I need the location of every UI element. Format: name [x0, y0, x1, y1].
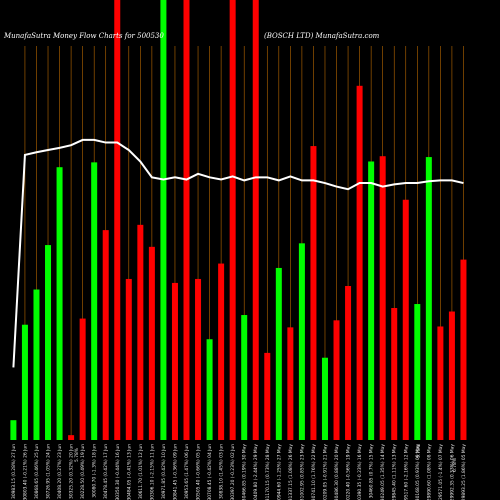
bar	[425, 157, 432, 440]
x-tick-label: 30741.10 (1.76%) 22 May	[311, 444, 317, 500]
x-tick-label: 31337.15 (1.08%) 26 May	[288, 444, 294, 500]
bar	[10, 420, 17, 440]
x-tick-label: 30484.05 (-0.41%) 13 Jun	[126, 444, 132, 500]
bar	[68, 435, 75, 440]
bar	[33, 289, 40, 440]
x-tick-label: 30325.20 (0.32%) 20 Jun	[69, 444, 75, 499]
x-tick-label: 30080.70 (-1.3%) 18 Jun	[92, 444, 98, 498]
bar	[275, 267, 282, 440]
x-tick-label: 31002.95 (0.85%) 23 May	[299, 444, 305, 500]
bar	[79, 318, 86, 440]
bar	[218, 263, 225, 440]
bar	[114, 0, 121, 440]
pct-label: 5.78%	[74, 448, 80, 462]
x-tick-label: 30228.50 (0.49%) 19 Jun	[80, 444, 86, 499]
x-tick-label: 30953.65 (1.47%) 06 Jun	[184, 444, 190, 499]
bar	[252, 0, 259, 440]
x-tick-label: 30868.65 (0.46%) 25 Jun	[34, 444, 40, 499]
x-tick-label: 30838.10 (1.45%) 03 Jun	[219, 444, 225, 499]
x-tick-label: 30209.05 (-0.91%) 21 May	[322, 444, 328, 500]
bar	[91, 162, 98, 441]
bar	[241, 315, 248, 440]
price-line	[12, 138, 464, 368]
x-tick-label: 29992.35 (0.33%) 06 May	[449, 444, 455, 500]
x-tick-label: 29890.60 (1.08%) 08 May	[426, 444, 432, 500]
bar	[345, 286, 352, 440]
bar	[102, 230, 109, 440]
bar	[56, 167, 63, 440]
bar	[21, 324, 28, 440]
x-tick-label: 29893.25 (1.86%) 05 May	[461, 444, 467, 500]
x-tick-label: 30408.20 (0.27%) 23 Jun	[57, 444, 63, 499]
pct-label: 5.78%	[416, 444, 422, 458]
pct-label: 6.78%	[452, 458, 458, 472]
bar	[448, 311, 455, 440]
bar	[298, 243, 305, 440]
x-tick-label: 30478.45 (0.42%) 17 Jun	[103, 444, 109, 499]
bar	[45, 245, 52, 440]
bar	[148, 246, 155, 440]
bar-series	[10, 0, 467, 441]
x-tick-label: 30971.85 (0.42%) 10 Jun	[161, 444, 167, 499]
x-tick-label: 30350.30 (-0.44%) 16 Jun	[115, 444, 121, 500]
bar	[310, 146, 317, 440]
bar	[402, 199, 409, 440]
x-tick-label: 30220.40 (-0.56%) 19 May	[346, 444, 352, 500]
bar	[229, 0, 236, 440]
bar	[379, 156, 386, 440]
bar	[195, 278, 202, 440]
x-tick-label: 30726.95 (1.05%) 24 Jun	[46, 444, 52, 499]
chart-title-mid: (BOSCH LTD) MunafaSutra.com	[264, 32, 380, 40]
x-tick-label: 31170.15 (0.73%) 28 May	[265, 444, 271, 500]
x-tick-label: 30460.85 (0.7%) 15 May	[369, 444, 375, 499]
bar	[356, 85, 363, 441]
x-tick-label: 29517.60 (-2.16%) 12 May	[403, 444, 409, 500]
price-line-layer	[12, 138, 464, 368]
bar	[437, 326, 444, 440]
x-tick-label: 29845.40 (1.11%) 13 May	[392, 444, 398, 500]
bar	[287, 327, 294, 440]
x-tick-label: 30708.45 (-0.42%) 04 Jun	[207, 444, 213, 500]
x-tick-label: 30306.10 (-2.15%) 11 Jun	[149, 444, 155, 500]
bar	[125, 278, 132, 440]
x-tick-label: 30168.05 (0.93%) 09 May	[415, 444, 421, 500]
bar	[321, 357, 328, 440]
bar	[160, 0, 167, 440]
chart-title-left: MunafaSutra Money Flow Charts for 500530	[3, 32, 164, 40]
x-tick-label: 30466.85 (0.19%) 30 May	[242, 444, 248, 500]
x-axis-labels: 30983.15 (0.28%) 27 Jun 30803.40 (-0.21%)…	[11, 444, 467, 500]
x-tick-label: 30944.60 (-1.25%) 27 May	[276, 444, 282, 500]
x-tick-label: 30983.15 (0.28%) 27 Jun	[11, 444, 17, 499]
x-tick-label: 30505.40 (-0.66%) 05 Jun	[196, 444, 202, 500]
bar	[460, 259, 467, 440]
x-tick-label: 30803.40 (-0.21%) 26 Jun	[22, 444, 28, 500]
bar	[171, 282, 178, 440]
x-tick-label: 30397.20 (-0.23%) 02 Jun	[230, 444, 236, 500]
x-tick-label: 30611.70 (1.01%) 12 Jun	[138, 444, 144, 499]
bar	[391, 308, 398, 440]
x-tick-label: 30249.05 (1.35%) 14 May	[380, 444, 386, 500]
x-tick-label: 30841.45 (-0.36%) 09 Jun	[172, 444, 178, 500]
bar	[183, 0, 190, 440]
bar	[137, 224, 144, 440]
bar	[264, 352, 271, 440]
x-tick-label: 29571.05 (-1.4%) 07 May	[438, 444, 444, 500]
x-tick-label: 30390.35 (-0.23%) 16 May	[357, 444, 363, 500]
bar	[368, 161, 375, 441]
x-tick-label: 30409.80 (-2.44%) 29 May	[253, 444, 259, 500]
bar	[206, 339, 213, 440]
x-tick-label: 30486.30 (0.88%) 20 May	[334, 444, 340, 500]
bar	[414, 304, 421, 440]
bar	[333, 320, 340, 440]
